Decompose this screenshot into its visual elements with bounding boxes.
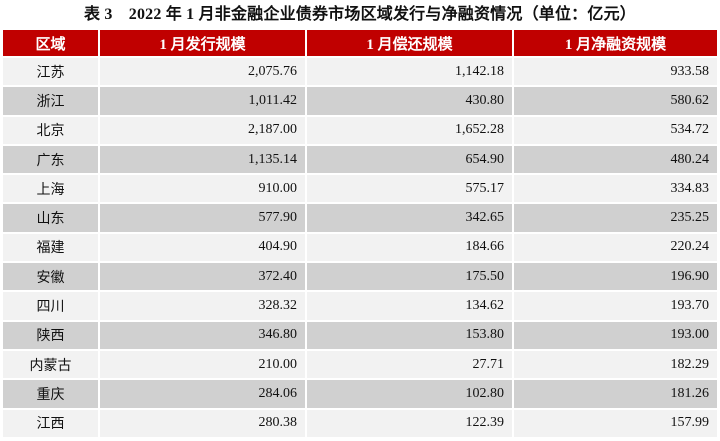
- cell-repayment: 122.39: [307, 409, 512, 437]
- cell-issuance: 1,135.14: [100, 145, 305, 174]
- cell-net-financing: 580.62: [514, 87, 717, 115]
- cell-net-financing: 235.25: [514, 204, 717, 232]
- cell-net-financing: 334.83: [514, 175, 717, 203]
- table-row: 福建 404.90 184.66 220.24: [3, 233, 717, 262]
- table-row: 上海 910.00 575.17 334.83: [3, 175, 717, 203]
- table-row: 广东 1,135.14 654.90 480.24: [3, 145, 717, 174]
- cell-region: 浙江: [3, 87, 98, 115]
- cell-repayment: 102.80: [307, 380, 512, 408]
- cell-region: 四川: [3, 292, 98, 320]
- header-net-financing: 1 月净融资规模: [514, 30, 717, 56]
- cell-region: 北京: [3, 116, 98, 144]
- cell-region: 福建: [3, 233, 98, 262]
- header-region: 区域: [3, 30, 98, 56]
- table-row: 安徽 372.40 175.50 196.90: [3, 263, 717, 291]
- cell-repayment: 342.65: [307, 204, 512, 232]
- cell-repayment: 175.50: [307, 263, 512, 291]
- cell-net-financing: 157.99: [514, 409, 717, 437]
- cell-net-financing: 220.24: [514, 233, 717, 262]
- cell-net-financing: 196.90: [514, 263, 717, 291]
- cell-issuance: 280.38: [100, 409, 305, 437]
- cell-repayment: 430.80: [307, 87, 512, 115]
- cell-repayment: 134.62: [307, 292, 512, 320]
- cell-net-financing: 534.72: [514, 116, 717, 144]
- cell-repayment: 654.90: [307, 145, 512, 174]
- data-table: 区域 1 月发行规模 1 月偿还规模 1 月净融资规模 江苏 2,075.76 1,…: [1, 28, 719, 439]
- cell-repayment: 27.71: [307, 350, 512, 379]
- cell-issuance: 328.32: [100, 292, 305, 320]
- cell-region: 安徽: [3, 263, 98, 291]
- cell-region: 重庆: [3, 380, 98, 408]
- cell-net-financing: 182.29: [514, 350, 717, 379]
- table-row: 内蒙古 210.00 27.71 182.29: [3, 350, 717, 379]
- header-row: 区域 1 月发行规模 1 月偿还规模 1 月净融资规模: [3, 30, 717, 56]
- cell-region: 江苏: [3, 58, 98, 86]
- cell-issuance: 910.00: [100, 175, 305, 203]
- cell-issuance: 346.80: [100, 321, 305, 349]
- cell-net-financing: 193.00: [514, 321, 717, 349]
- table-row: 江西 280.38 122.39 157.99: [3, 409, 717, 437]
- cell-issuance: 2,075.76: [100, 58, 305, 86]
- cell-issuance: 210.00: [100, 350, 305, 379]
- cell-region: 上海: [3, 175, 98, 203]
- cell-region: 广东: [3, 145, 98, 174]
- cell-net-financing: 181.26: [514, 380, 717, 408]
- table-body: 江苏 2,075.76 1,142.18 933.58 浙江 1,011.42 430.80…: [3, 58, 717, 437]
- cell-repayment: 184.66: [307, 233, 512, 262]
- table-row: 陕西 346.80 153.80 193.00: [3, 321, 717, 349]
- cell-issuance: 2,187.00: [100, 116, 305, 144]
- cell-repayment: 1,142.18: [307, 58, 512, 86]
- cell-issuance: 404.90: [100, 233, 305, 262]
- table-row: 山东 577.90 342.65 235.25: [3, 204, 717, 232]
- cell-issuance: 1,011.42: [100, 87, 305, 115]
- cell-region: 山东: [3, 204, 98, 232]
- cell-repayment: 575.17: [307, 175, 512, 203]
- table-row: 重庆 284.06 102.80 181.26: [3, 380, 717, 408]
- table-row: 四川 328.32 134.62 193.70: [3, 292, 717, 320]
- cell-repayment: 153.80: [307, 321, 512, 349]
- cell-issuance: 372.40: [100, 263, 305, 291]
- cell-issuance: 284.06: [100, 380, 305, 408]
- table-title: 表 3 2022 年 1 月非金融企业债券市场区域发行与净融资情况（单位：亿元）: [83, 6, 636, 23]
- table-row: 浙江 1,011.42 430.80 580.62: [3, 87, 717, 115]
- cell-net-financing: 480.24: [514, 145, 717, 174]
- cell-repayment: 1,652.28: [307, 116, 512, 144]
- header-repayment: 1 月偿还规模: [307, 30, 512, 56]
- cell-region: 江西: [3, 409, 98, 437]
- cell-issuance: 577.90: [100, 204, 305, 232]
- cell-region: 陕西: [3, 321, 98, 349]
- table-row: 北京 2,187.00 1,652.28 534.72: [3, 116, 717, 144]
- cell-net-financing: 933.58: [514, 58, 717, 86]
- cell-region: 内蒙古: [3, 350, 98, 379]
- cell-net-financing: 193.70: [514, 292, 717, 320]
- table-row: 江苏 2,075.76 1,142.18 933.58: [3, 58, 717, 86]
- header-issuance: 1 月发行规模: [100, 30, 305, 56]
